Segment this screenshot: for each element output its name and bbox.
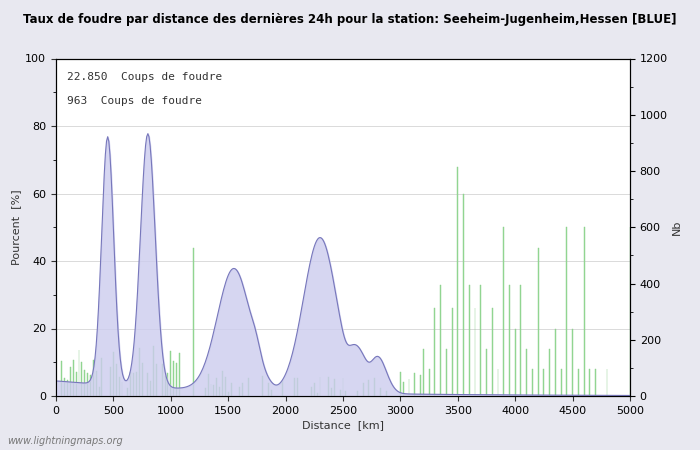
- Bar: [357, 391, 358, 396]
- Bar: [179, 353, 180, 396]
- Bar: [167, 373, 169, 396]
- Bar: [139, 348, 140, 396]
- Bar: [492, 308, 493, 396]
- Bar: [342, 378, 344, 396]
- Bar: [222, 371, 223, 396]
- Text: Taux de foudre par distance des dernières 24h pour la station: Seeheim-Jugenheim: Taux de foudre par distance des dernière…: [23, 14, 677, 27]
- Y-axis label: Pourcent  [%]: Pourcent [%]: [11, 189, 21, 265]
- Bar: [328, 378, 329, 396]
- Bar: [311, 387, 312, 396]
- Bar: [589, 369, 590, 396]
- Bar: [368, 380, 370, 396]
- Bar: [629, 227, 631, 396]
- Bar: [219, 387, 220, 396]
- Bar: [262, 376, 263, 396]
- Bar: [81, 361, 83, 396]
- Bar: [607, 369, 608, 396]
- Bar: [133, 373, 134, 396]
- Bar: [428, 369, 430, 396]
- Bar: [242, 383, 243, 396]
- Bar: [543, 369, 545, 396]
- Bar: [73, 360, 74, 396]
- Bar: [93, 360, 94, 396]
- Text: 22.850  Coups de foudre: 22.850 Coups de foudre: [67, 72, 223, 82]
- Bar: [526, 349, 527, 396]
- Bar: [78, 350, 79, 396]
- Bar: [345, 392, 346, 396]
- Bar: [521, 285, 522, 396]
- Bar: [116, 364, 117, 396]
- Bar: [331, 388, 332, 396]
- Bar: [96, 372, 97, 396]
- Y-axis label: Nb: Nb: [672, 220, 682, 235]
- Bar: [402, 382, 404, 396]
- Bar: [170, 351, 172, 396]
- Bar: [503, 227, 504, 396]
- Bar: [87, 374, 88, 396]
- Bar: [110, 368, 111, 396]
- Bar: [297, 378, 298, 396]
- Bar: [532, 369, 533, 396]
- Bar: [225, 377, 226, 396]
- Text: www.lightningmaps.org: www.lightningmaps.org: [7, 436, 122, 446]
- Bar: [113, 352, 114, 396]
- Bar: [334, 379, 335, 396]
- Bar: [463, 194, 464, 396]
- Bar: [374, 378, 375, 396]
- Bar: [446, 349, 447, 396]
- Bar: [566, 227, 567, 396]
- Bar: [193, 248, 194, 396]
- Bar: [153, 346, 154, 396]
- Bar: [119, 378, 120, 396]
- Bar: [555, 328, 556, 396]
- Bar: [380, 388, 381, 396]
- X-axis label: Distance  [km]: Distance [km]: [302, 420, 384, 430]
- Bar: [156, 364, 157, 396]
- Bar: [141, 363, 143, 396]
- Bar: [176, 363, 177, 396]
- Bar: [282, 382, 284, 396]
- Bar: [400, 372, 401, 396]
- Bar: [205, 387, 206, 396]
- Bar: [314, 383, 315, 396]
- Bar: [173, 361, 174, 396]
- Bar: [469, 285, 470, 396]
- Bar: [294, 378, 295, 396]
- Bar: [164, 377, 165, 396]
- Bar: [230, 383, 232, 396]
- Bar: [595, 369, 596, 396]
- Bar: [480, 285, 481, 396]
- Bar: [268, 382, 269, 396]
- Bar: [239, 387, 240, 396]
- Bar: [340, 390, 341, 396]
- Bar: [572, 328, 573, 396]
- Bar: [457, 166, 458, 396]
- Bar: [130, 372, 131, 396]
- Bar: [316, 392, 318, 396]
- Bar: [486, 349, 487, 396]
- Bar: [90, 375, 91, 396]
- Text: 963  Coups de foudre: 963 Coups de foudre: [67, 96, 202, 106]
- Bar: [127, 388, 128, 396]
- Bar: [228, 392, 229, 396]
- Bar: [70, 367, 71, 396]
- Bar: [440, 285, 441, 396]
- Bar: [514, 328, 516, 396]
- Bar: [320, 378, 321, 396]
- Bar: [64, 378, 65, 396]
- Bar: [509, 285, 510, 396]
- Bar: [578, 369, 579, 396]
- Bar: [423, 349, 424, 396]
- Bar: [67, 380, 68, 396]
- Bar: [216, 378, 217, 396]
- Bar: [420, 375, 421, 396]
- Bar: [84, 370, 85, 396]
- Bar: [150, 381, 151, 396]
- Bar: [208, 374, 209, 396]
- Bar: [271, 390, 272, 396]
- Bar: [414, 374, 415, 396]
